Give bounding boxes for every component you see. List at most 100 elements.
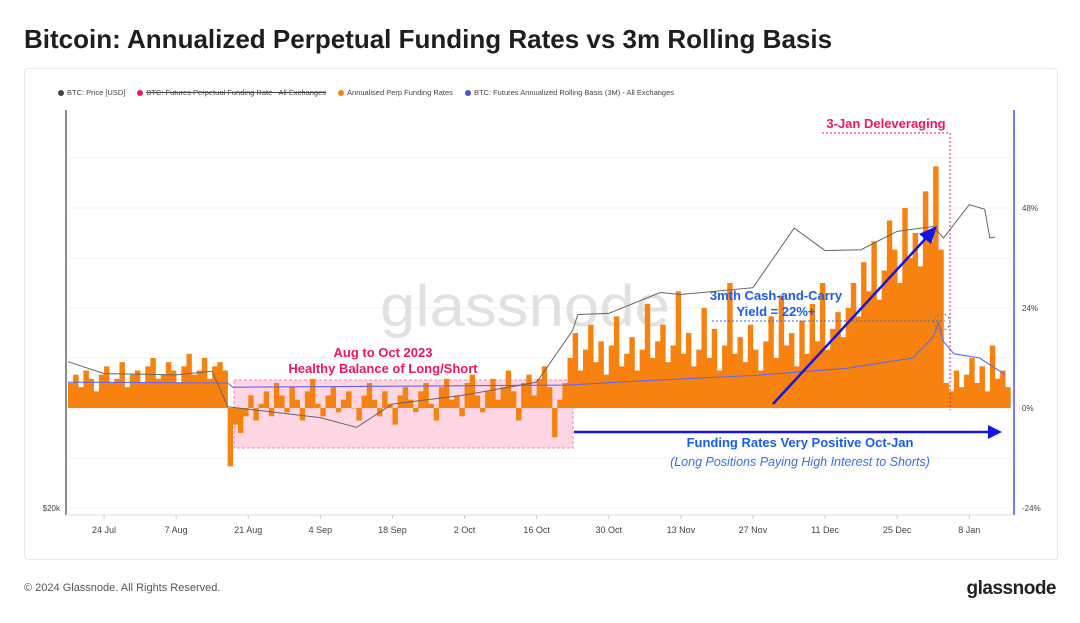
legend-item[interactable]: BTC: Futures Perpetual Funding Rate - Al… — [137, 88, 326, 97]
period-arrowhead — [988, 425, 1002, 439]
funding-bar — [691, 366, 697, 408]
funding-bar — [433, 408, 440, 421]
funding-bar — [469, 374, 476, 408]
funding-bar — [232, 408, 239, 425]
funding-bar — [598, 341, 604, 408]
funding-bar — [196, 370, 203, 408]
funding-bar — [665, 362, 671, 408]
funding-bar — [871, 241, 877, 408]
funding-bar — [490, 378, 496, 408]
funding-bar — [583, 349, 589, 408]
funding-bar — [191, 374, 197, 408]
legend-dot-icon — [464, 90, 471, 96]
funding-bar — [222, 370, 228, 408]
funding-bar — [835, 312, 841, 408]
y-right-tick: 48% — [1022, 204, 1038, 213]
funding-bar — [536, 378, 543, 408]
funding-bar — [418, 391, 424, 408]
funding-bar — [866, 291, 872, 408]
funding-bar — [850, 283, 857, 408]
x-tick-label: 11 Dec — [811, 525, 839, 535]
funding-bar — [953, 370, 960, 408]
funding-bar — [155, 378, 161, 408]
funding-bar — [711, 328, 718, 408]
funding-bar — [243, 408, 249, 417]
funding-bar — [443, 378, 450, 408]
funding-bar — [634, 370, 640, 408]
x-tick-label: 16 Oct — [523, 525, 550, 535]
funding-bar — [804, 353, 810, 408]
funding-bar — [531, 395, 537, 408]
funding-bar — [207, 378, 213, 408]
funding-bar — [696, 349, 702, 408]
funding-bar — [732, 353, 738, 408]
funding-bar — [140, 383, 146, 408]
legend: BTC: Price [USD] BTC: Futures Perpetual F… — [58, 88, 674, 97]
funding-bar — [407, 399, 414, 408]
funding-bar — [464, 383, 470, 408]
x-tick-label: 8 Jan — [958, 525, 980, 535]
funding-bar — [613, 316, 620, 408]
funding-bar — [701, 308, 707, 408]
funding-bar — [480, 408, 486, 413]
positive-label-2: (Long Positions Paying High Interest to … — [670, 455, 930, 469]
page-title: Bitcoin: Annualized Perpetual Funding Ra… — [24, 24, 833, 54]
glassnode-logo: glassnode — [966, 578, 1057, 599]
funding-bar — [83, 370, 89, 408]
funding-bar — [675, 291, 682, 408]
funding-bar — [572, 333, 579, 408]
funding-bar — [716, 370, 723, 408]
funding-bar — [263, 391, 270, 408]
funding-bar — [320, 408, 326, 417]
funding-bar — [686, 333, 692, 408]
funding-bar — [644, 303, 651, 408]
funding-bar — [521, 383, 527, 408]
funding-bar — [752, 349, 759, 408]
funding-bar — [737, 337, 743, 408]
funding-bar — [541, 366, 548, 408]
funding-bar — [830, 328, 836, 408]
funding-bar — [454, 395, 460, 408]
funding-bar — [845, 308, 852, 408]
funding-bar — [912, 233, 918, 408]
funding-bar — [310, 378, 316, 408]
funding-bar — [526, 374, 532, 408]
x-tick-label: 18 Sep — [378, 525, 407, 535]
funding-bar — [902, 208, 908, 408]
funding-bar — [758, 370, 764, 408]
funding-bar — [619, 366, 625, 408]
funding-bar — [98, 374, 105, 408]
funding-bar — [814, 341, 821, 408]
funding-bar — [742, 362, 749, 408]
copyright: © 2024 Glassnode. All Rights Reserved. — [24, 582, 221, 594]
funding-bar — [773, 358, 779, 408]
balance-label-1: Aug to Oct 2023 — [334, 345, 433, 360]
funding-bar — [928, 241, 934, 408]
funding-bar — [995, 378, 1001, 408]
funding-bar — [237, 408, 244, 433]
x-tick-label: 27 Nov — [739, 525, 768, 535]
funding-bar — [588, 324, 594, 408]
trend-arrow — [772, 235, 929, 405]
yield-label-2: Yield = 22%+ — [736, 304, 815, 319]
trend-arrowhead — [919, 226, 937, 244]
x-tick-label: 4 Sep — [309, 525, 333, 535]
y-right-tick: 0% — [1022, 404, 1034, 413]
legend-label: BTC: Futures Perpetual Funding Rate - Al… — [146, 88, 327, 97]
funding-bar — [227, 408, 234, 467]
funding-bar — [109, 383, 115, 408]
funding-bar — [861, 262, 867, 408]
funding-bar — [361, 395, 367, 408]
legend-item[interactable]: BTC: Price [USD] — [58, 88, 125, 97]
legend-item[interactable]: Annualised Perp Funding Rates — [338, 88, 453, 97]
funding-bar — [917, 266, 924, 408]
funding-bar — [500, 387, 506, 408]
funding-bar — [330, 387, 337, 408]
legend-item[interactable]: BTC: Futures Annualized Rolling Basis (3… — [464, 88, 674, 97]
funding-bar — [510, 391, 517, 408]
watermark: glassnode — [380, 274, 670, 339]
funding-bar — [727, 283, 733, 408]
funding-bar — [392, 408, 398, 425]
x-tick-label: 25 Dec — [883, 525, 912, 535]
